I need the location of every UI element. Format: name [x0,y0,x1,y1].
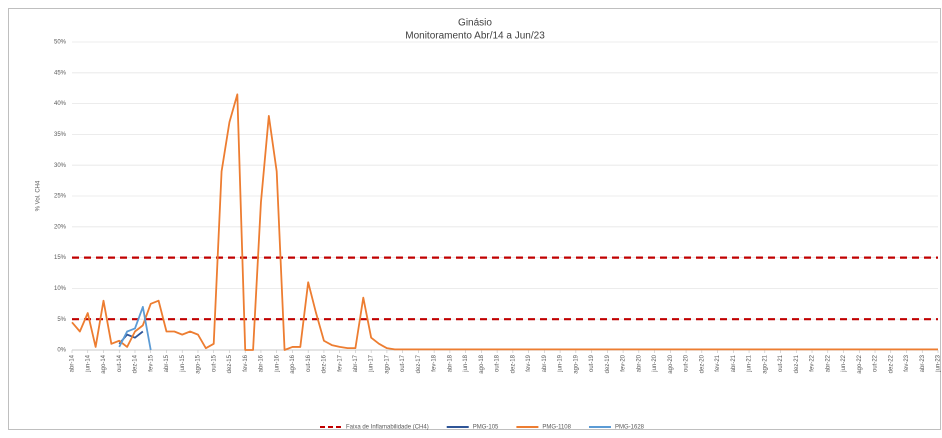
x-tick-label: jun-18 [463,354,469,372]
x-tick-label: dez-15 [227,354,233,373]
x-tick-label: abr-18 [447,354,453,372]
x-tick-label: abr-14 [70,354,76,372]
x-tick-label: out-19 [589,354,595,372]
x-tick-label: abr-20 [636,354,642,372]
chart-title: Ginásio [458,18,492,29]
x-tick-label: out-18 [495,354,501,372]
x-tick-label: jun-16 [274,354,280,372]
y-tick-label: 0% [57,348,66,354]
x-tick-label: out-17 [400,354,406,372]
series-line [71,93,938,351]
x-tick-label: jun-17 [369,354,375,372]
legend-label: PMG-1628 [615,425,645,431]
chart-frame [8,8,941,430]
x-tick-label: dez-19 [605,354,611,373]
x-tick-label: out-14 [117,354,123,372]
x-tick-label: ago-15 [196,354,202,373]
x-tick-label: abr-19 [542,354,548,372]
x-tick-label: abr-16 [259,354,265,372]
x-tick-label: fev-23 [904,354,910,371]
x-tick-label: dez-17 [416,354,422,373]
x-tick-label: dez-18 [510,354,516,373]
y-tick-label: 25% [54,194,67,200]
x-tick-label: out-22 [873,354,879,372]
x-tick-label: jun-23 [936,354,942,372]
x-tick-label: jun-22 [841,354,847,372]
x-tick-label: dez-22 [888,354,894,373]
x-tick-label: jun-20 [652,354,658,372]
x-tick-label: fev-16 [243,354,249,371]
chart-subtitle: Monitoramento Abr/14 a Jun/23 [405,31,545,42]
x-tick-label: out-16 [306,354,312,372]
x-tick-label: abr-23 [920,354,926,372]
series-line [118,305,152,351]
y-tick-label: 20% [54,224,67,230]
x-tick-label: ago-17 [384,354,390,373]
x-tick-label: out-21 [778,354,784,372]
x-tick-label: ago-19 [573,354,579,373]
x-tick-label: dez-20 [699,354,705,373]
x-tick-label: abr-15 [164,354,170,372]
x-tick-label: abr-17 [353,354,359,372]
x-tick-label: fev-21 [715,354,721,371]
x-tick-label: fev-18 [432,354,438,371]
x-tick-label: ago-22 [857,354,863,373]
x-tick-label: ago-20 [668,354,674,373]
x-tick-label: dez-21 [794,354,800,373]
x-tick-label: jun-14 [85,354,91,372]
legend-label: PMG-1108 [542,425,571,431]
x-tick-label: ago-14 [101,354,107,373]
x-tick-label: ago-18 [479,354,485,373]
x-tick-label: fev-15 [148,354,154,371]
x-tick-label: fev-19 [526,354,532,371]
x-tick-label: out-20 [684,354,690,372]
x-tick-label: jun-21 [747,354,753,372]
x-tick-label: jun-19 [558,354,564,372]
x-tick-label: abr-21 [731,354,737,372]
x-tick-label: jun-15 [180,354,186,372]
y-tick-label: 50% [54,40,67,46]
y-tick-label: 30% [54,163,67,169]
y-tick-label: 10% [54,286,67,292]
x-tick-label: dez-14 [133,354,139,373]
y-tick-label: 15% [54,255,67,261]
x-tick-label: fev-17 [337,354,343,371]
y-axis-label: % Vol. CH4 [36,180,42,211]
legend-label: PMG-105 [473,425,499,431]
x-tick-label: ago-16 [290,354,296,373]
x-tick-label: fev-22 [810,354,816,371]
legend-label: Faixa de Inflamabilidade (CH4) [346,425,429,431]
y-tick-label: 35% [54,132,67,138]
x-tick-label: dez-16 [322,354,328,373]
x-tick-label: out-15 [211,354,217,372]
x-tick-label: abr-22 [825,354,831,372]
y-tick-label: 40% [54,101,67,107]
x-tick-label: fev-20 [621,354,627,371]
y-tick-label: 45% [54,70,67,76]
x-tick-label: ago-21 [762,354,768,373]
y-tick-label: 5% [57,317,66,323]
